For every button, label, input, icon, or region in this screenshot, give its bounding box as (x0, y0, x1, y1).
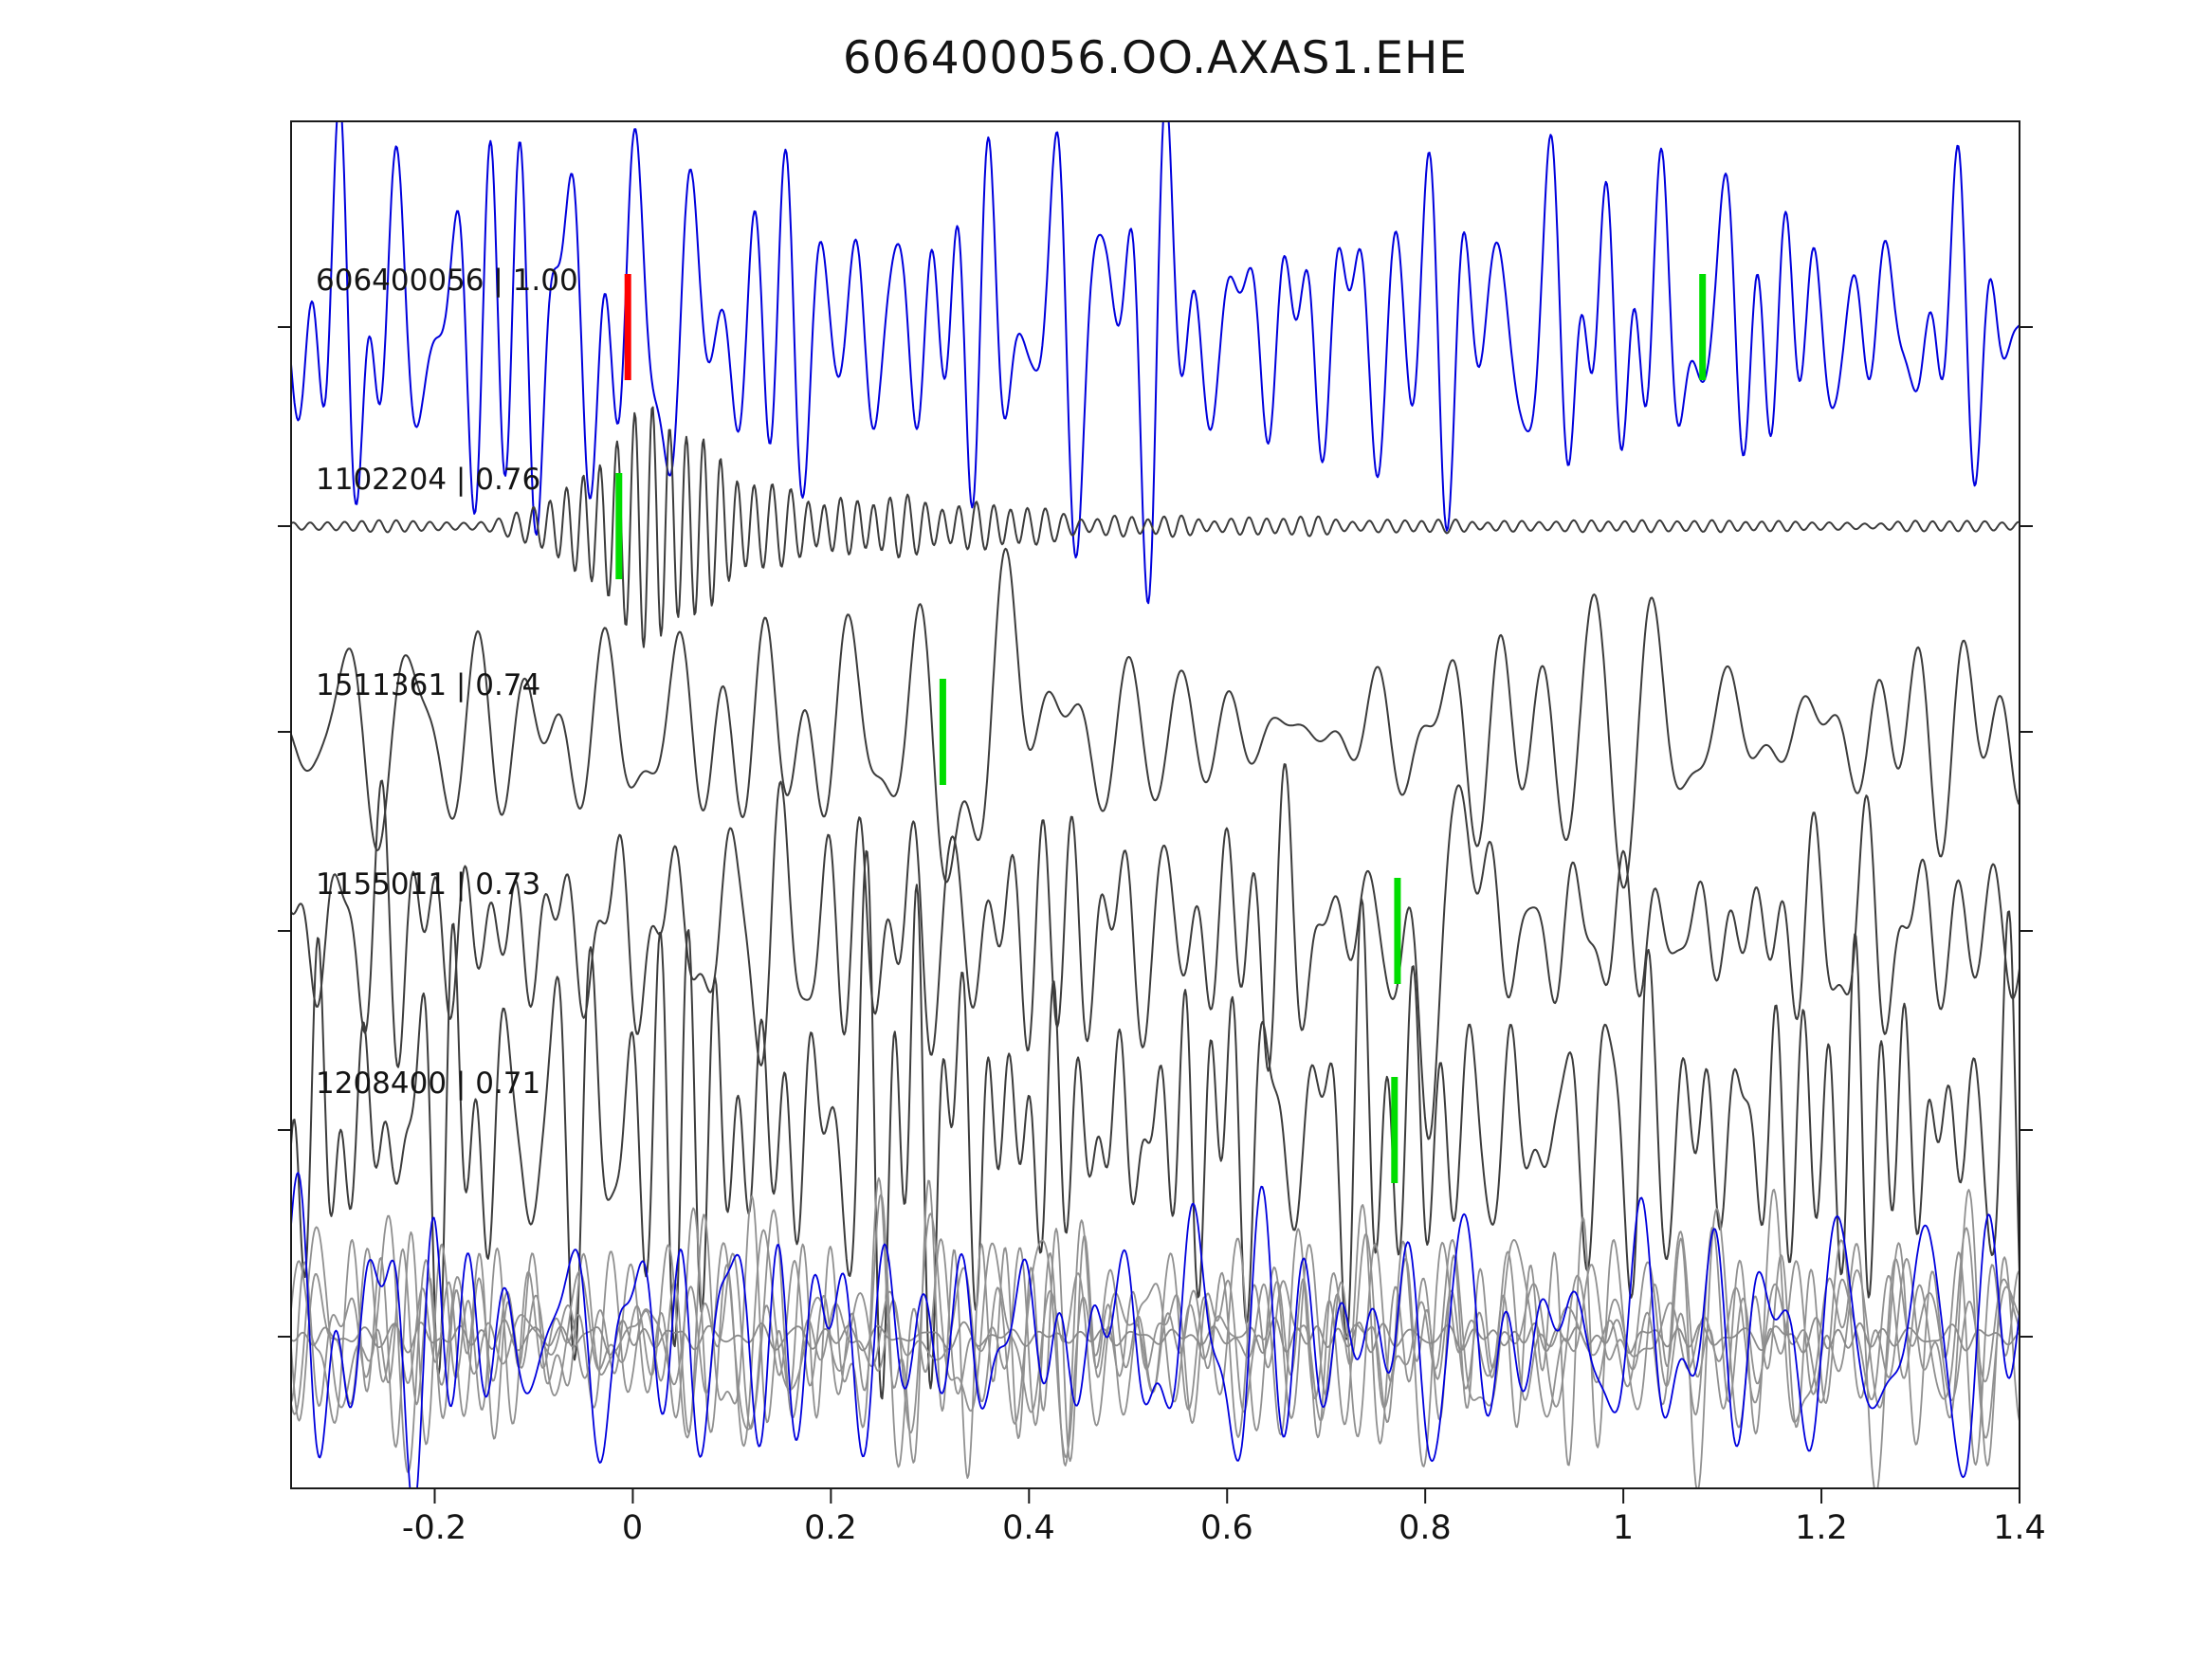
overlay-trace-2 (291, 1176, 2020, 1488)
trace-label: 1511361 | 0.74 (316, 668, 541, 702)
waveform-trace-606400056 (291, 121, 2020, 605)
pick-marker (615, 473, 623, 579)
x-tick-label: -0.2 (401, 1509, 467, 1547)
overlay-trace-4 (291, 1317, 2020, 1356)
pick-marker (624, 274, 631, 380)
trace-label: 1102204 | 0.76 (316, 463, 541, 497)
pick-marker (1394, 878, 1401, 984)
trace-label: 606400056 | 1.00 (316, 264, 578, 298)
pick-marker (1391, 1077, 1398, 1183)
x-tick-label: 0.4 (1002, 1509, 1055, 1547)
trace-label: 1208400 | 0.71 (316, 1066, 541, 1101)
x-tick-label: 0.6 (1200, 1509, 1253, 1547)
x-tick-label: 0 (621, 1509, 644, 1547)
waveform-trace-1102204 (291, 406, 2020, 648)
waveform-trace-1511361 (291, 547, 2020, 889)
pick-marker (1699, 274, 1707, 380)
x-tick-label: 0.8 (1398, 1509, 1452, 1547)
trace-label: 1155011 | 0.73 (316, 867, 541, 902)
overlay-trace-5 (291, 1172, 2020, 1488)
x-tick-label: 1 (1612, 1509, 1635, 1547)
x-tick-label: 0.2 (804, 1509, 857, 1547)
pick-marker (939, 679, 946, 785)
axes-box (290, 120, 2020, 1489)
traces-group (291, 121, 2020, 1488)
chart-title: 606400056.OO.AXAS1.EHE (842, 32, 1468, 84)
x-tick-label: 1.4 (1993, 1509, 2046, 1547)
waveform-trace-1155011 (291, 763, 2020, 1140)
x-tick-label: 1.2 (1795, 1509, 1848, 1547)
